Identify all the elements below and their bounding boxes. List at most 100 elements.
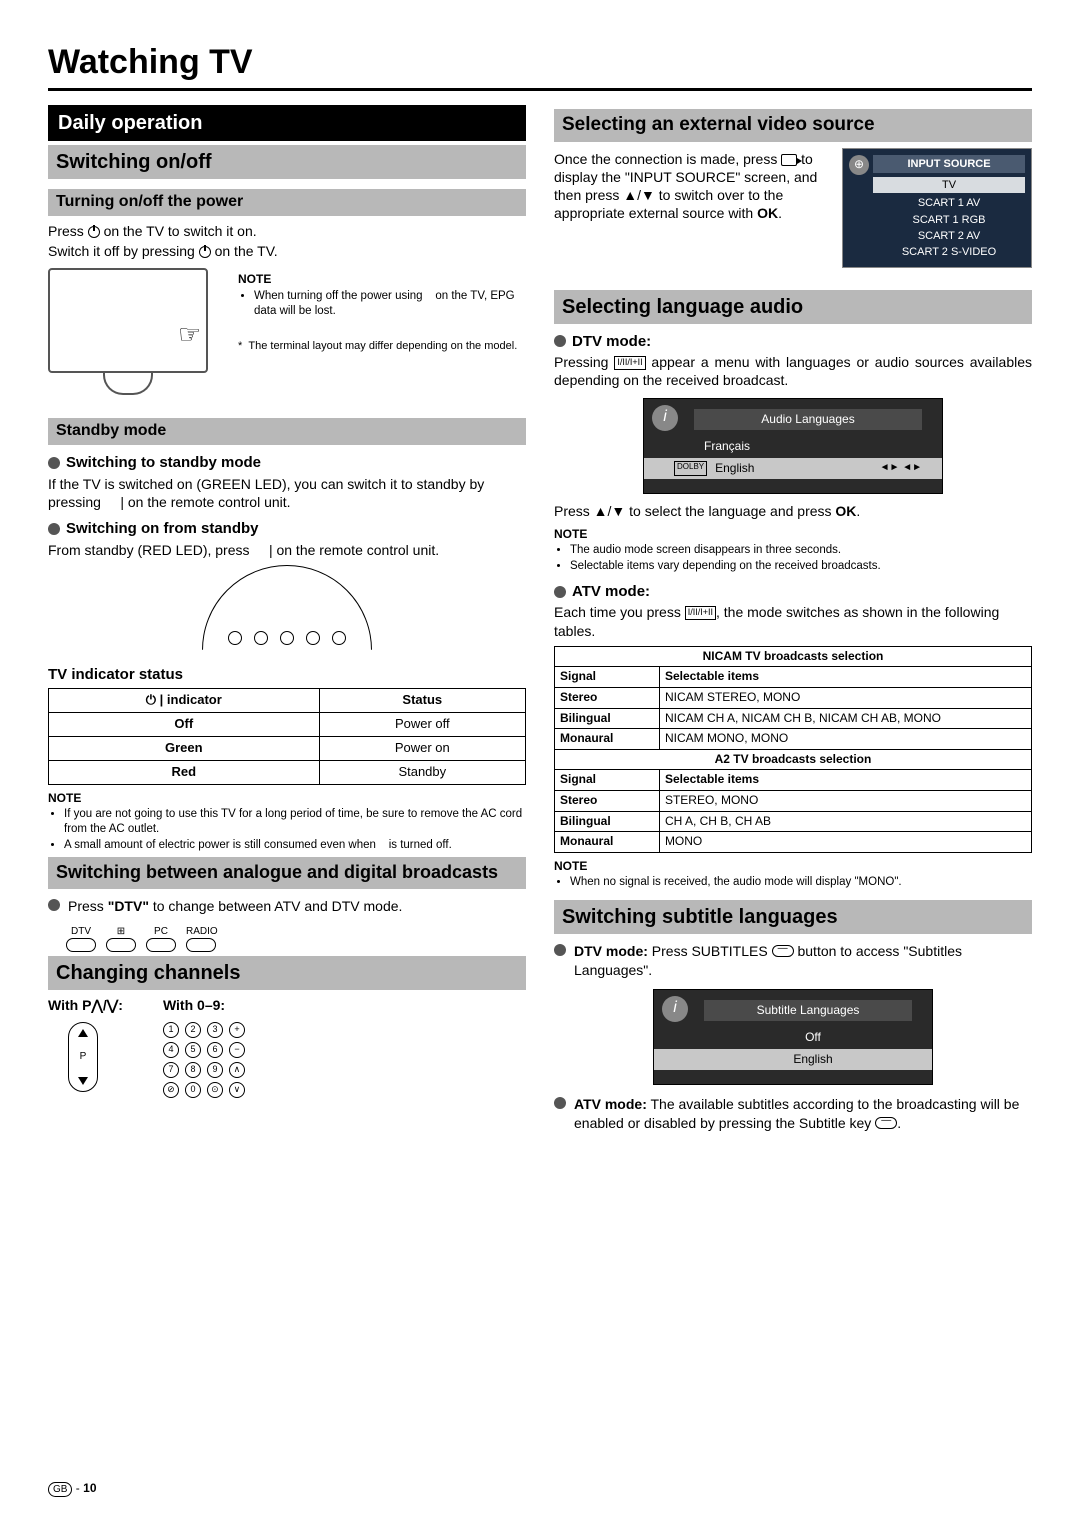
input-source-item: SCART 2 S-VIDEO (873, 244, 1025, 260)
table-cell: Signal (555, 770, 660, 791)
pill-button (186, 938, 216, 952)
input-source-item: SCART 1 RGB (873, 212, 1025, 228)
subtitle-button-icon (875, 1117, 897, 1129)
mode-buttons-row: DTV ⊞ PC RADIO (66, 925, 526, 952)
page-rule (48, 88, 1032, 91)
turning-text-2: Switch it off by pressing on the TV. (48, 242, 526, 260)
dtv-text: Pressing I/II/I+II appear a menu with la… (554, 353, 1032, 389)
table-cell: Power on (319, 737, 525, 761)
sw-from-standby-h: Switching on from standby (48, 519, 526, 539)
note-item: Selectable items vary depending on the r… (570, 559, 1032, 574)
table-cell: Green (49, 737, 320, 761)
input-icon (781, 154, 797, 166)
switching-onoff-header: Switching on/off (48, 145, 526, 179)
table-cell: Signal (555, 667, 660, 688)
keypad-illustration: 123+ 456− 789∧ ⊘0⊙∨ (163, 1022, 247, 1098)
subtitle-lang-box: i Subtitle Languages Off English (653, 989, 933, 1086)
input-source-box: ⊕ INPUT SOURCE TV SCART 1 AV SCART 1 RGB… (842, 148, 1032, 268)
table-cell: Selectable items (659, 770, 1031, 791)
power-icon (199, 246, 211, 258)
audio-mode-icon: I/II/I+II (614, 356, 645, 370)
note-item: A small amount of electric power is stil… (64, 838, 526, 853)
table-cell: Stereo (555, 688, 660, 709)
table-cell: STEREO, MONO (659, 791, 1031, 812)
table-cell: Bilingual (555, 811, 660, 832)
note-star: The terminal layout may differ depending… (248, 340, 517, 352)
sw-analogue-header: Switching between analogue and digital b… (48, 857, 526, 888)
turning-text-1: Press on the TV to switch it on. (48, 222, 526, 240)
btn-label: ⊞ (106, 925, 136, 938)
atv-mode-h: ATV mode: (554, 582, 1032, 602)
table-cell: MONO (659, 832, 1031, 853)
table-cell: NICAM MONO, MONO (659, 729, 1031, 750)
tv-illustration-row: ☞ NOTE When turning off the power using … (48, 262, 526, 408)
indicator-table: ⏻ | indicatorStatus OffPower off GreenPo… (48, 688, 526, 785)
subtitle-title: Subtitle Languages (704, 1000, 912, 1022)
info-badge-icon: i (652, 405, 678, 431)
dtv-mode-h: DTV mode: (554, 332, 1032, 352)
btn-label: RADIO (186, 925, 218, 938)
sw-from-standby-text: From standby (RED LED), press | on the r… (48, 541, 526, 559)
ind-th2: Status (319, 689, 525, 713)
ind-th1: ⏻ | indicator (49, 689, 320, 713)
table-cell: Selectable items (659, 667, 1031, 688)
atv-sub-text: ATV mode: The available subtitles accord… (574, 1095, 1032, 1131)
note-item: The audio mode screen disappears in thre… (570, 543, 1032, 558)
tv-indicator-status-h: TV indicator status (48, 665, 526, 685)
table-header: A2 TV broadcasts selection (555, 749, 1032, 770)
with-p-label: With P⋀/⋁: (48, 996, 123, 1014)
pill-button (146, 938, 176, 952)
hand-icon: ☞ (178, 318, 201, 352)
subtitle-item: Off (654, 1027, 932, 1049)
atv-text: Each time you press I/II/I+II, the mode … (554, 603, 1032, 639)
turning-power-header: Turning on/off the power (48, 189, 526, 216)
note-label: NOTE (48, 791, 526, 807)
audio-lang-item: Français (644, 436, 942, 458)
table-cell: CH A, CH B, CH AB (659, 811, 1031, 832)
remote-arc-illustration (202, 565, 372, 655)
sw-subtitle-header: Switching subtitle languages (554, 900, 1032, 934)
daily-operation-header: Daily operation (48, 105, 526, 141)
sw-analogue-text: Press "DTV" to change between ATV and DT… (68, 897, 402, 915)
right-column: Selecting an external video source ⊕ INP… (554, 105, 1032, 1134)
changing-channels-header: Changing channels (48, 956, 526, 990)
with-09-label: With 0–9: (163, 996, 247, 1014)
table-cell: Standby (319, 760, 525, 784)
btn-label: PC (146, 925, 176, 938)
region-badge: GB (48, 1482, 72, 1497)
selection-table: NICAM TV broadcasts selection SignalSele… (554, 646, 1032, 853)
subtitle-item-selected: English (654, 1049, 932, 1071)
left-column: Daily operation Switching on/off Turning… (48, 105, 526, 1134)
page-title: Watching TV (48, 40, 1032, 84)
sw-to-standby-h: Switching to standby mode (48, 453, 526, 473)
audio-mode-icon: I/II/I+II (685, 606, 716, 620)
table-cell: Stereo (555, 791, 660, 812)
table-cell: Monaural (555, 729, 660, 750)
table-cell: Off (49, 713, 320, 737)
press-sel: Press ▲/▼ to select the language and pre… (554, 502, 1032, 520)
table-header: NICAM TV broadcasts selection (555, 646, 1032, 667)
input-source-item: SCART 1 AV (873, 195, 1025, 211)
input-source-item: SCART 2 AV (873, 228, 1025, 244)
table-cell: Bilingual (555, 708, 660, 729)
page-number: 10 (83, 1481, 96, 1495)
note-label: NOTE (554, 859, 1032, 875)
note-item: When no signal is received, the audio mo… (570, 875, 1032, 890)
table-cell: NICAM CH A, NICAM CH B, NICAM CH AB, MON… (659, 708, 1031, 729)
page-footer: GB - 10 (48, 1481, 97, 1497)
sw-to-standby-text: If the TV is switched on (GREEN LED), yo… (48, 475, 526, 511)
note-label: NOTE (554, 527, 1032, 543)
sel-ext-header: Selecting an external video source (554, 109, 1032, 142)
note-item: When turning off the power using on the … (254, 289, 526, 319)
table-cell: NICAM STEREO, MONO (659, 688, 1031, 709)
audio-lang-item-selected: DOLBYEnglish◄► ◄► (644, 458, 942, 480)
info-badge-icon: i (662, 996, 688, 1022)
input-source-title: INPUT SOURCE (873, 155, 1025, 173)
input-source-selected: TV (873, 177, 1025, 193)
pill-button (106, 938, 136, 952)
note-label: NOTE (238, 272, 526, 288)
table-cell: Monaural (555, 832, 660, 853)
table-cell: Red (49, 760, 320, 784)
power-icon (88, 226, 100, 238)
btn-label: DTV (66, 925, 96, 938)
